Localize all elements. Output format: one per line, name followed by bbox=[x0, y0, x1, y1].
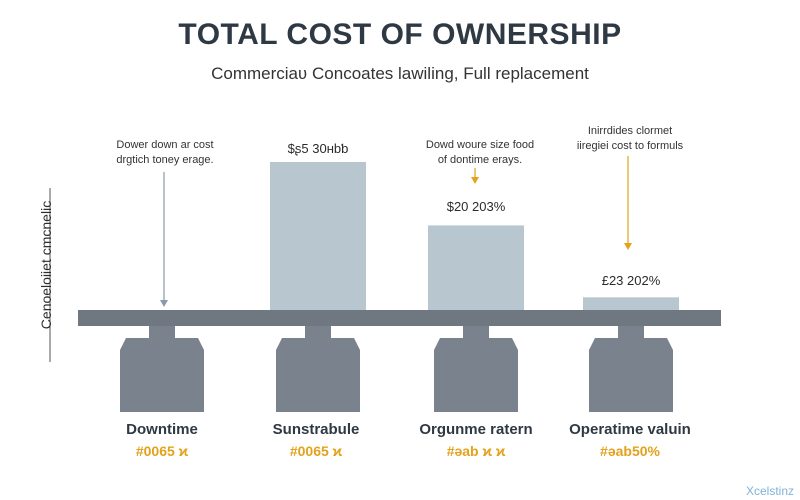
annotation-arrow-operatime-head bbox=[624, 243, 632, 250]
category-label-sunstrabule: Sunstrabule bbox=[226, 421, 406, 438]
annotation-organisation-line-2: of dontime erays. bbox=[400, 153, 560, 168]
pillar-neck-orgunme-ratern bbox=[463, 326, 489, 338]
category-code-orgunme-ratern: #ǝab ϰ ϰ bbox=[386, 443, 566, 459]
platform-beam bbox=[78, 310, 721, 326]
annotation-operatime-line-2: iiregiei cost to formuls bbox=[555, 139, 705, 154]
category-code-operatime-valuin: #ǝab50% bbox=[540, 443, 720, 459]
y-axis-label: Cenoeloiiet cmcnelic bbox=[38, 170, 56, 360]
annotation-arrow-organisation-head bbox=[471, 177, 479, 184]
category-label-operatime-valuin: Operatime valuin bbox=[540, 421, 720, 438]
bar-orgunme-ratern bbox=[428, 225, 524, 310]
pillar-neck-sunstrabule bbox=[305, 326, 331, 338]
annotation-organisation-line-1: Dowd woure size food bbox=[400, 138, 560, 153]
category-label-downtime: Downtime bbox=[72, 421, 252, 438]
pillar-neck-downtime bbox=[149, 326, 175, 338]
bar-sunstrabule bbox=[270, 162, 366, 310]
pillar-sunstrabule bbox=[276, 338, 360, 412]
category-code-downtime: #0065 ϰ bbox=[72, 443, 252, 459]
annotation-operatime-line-1: Inirrdides clormet bbox=[555, 124, 705, 139]
annotation-organisation: Dowd woure size food of dontime erays. bbox=[400, 138, 560, 168]
value-label-orgunme-ratern: $20 203% bbox=[426, 199, 526, 214]
pillar-neck-operatime-valuin bbox=[618, 326, 644, 338]
pillar-operatime-valuin bbox=[589, 338, 673, 412]
annotation-downtime-line-1: Dower down ar cost bbox=[95, 138, 235, 153]
annotation-arrow-downtime-head bbox=[160, 300, 168, 307]
pillar-downtime bbox=[120, 338, 204, 412]
annotation-downtime: Dower down ar cost drgtich toney erage. bbox=[95, 138, 235, 168]
category-label-orgunme-ratern: Orgunme ratern bbox=[386, 421, 566, 438]
pillar-orgunme-ratern bbox=[434, 338, 518, 412]
value-label-operatime-valuin: £23 202% bbox=[581, 273, 681, 288]
annotation-operatime: Inirrdides clormet iiregiei cost to form… bbox=[555, 124, 705, 154]
annotation-downtime-line-2: drgtich toney erage. bbox=[95, 153, 235, 168]
category-code-sunstrabule: #0065 ϰ bbox=[226, 443, 406, 459]
brand-logo: Xcelstinz bbox=[746, 484, 794, 498]
bar-operatime-valuin bbox=[583, 297, 679, 310]
value-label-sunstrabule: $ʂ5 30ʜbƅ bbox=[268, 141, 368, 156]
